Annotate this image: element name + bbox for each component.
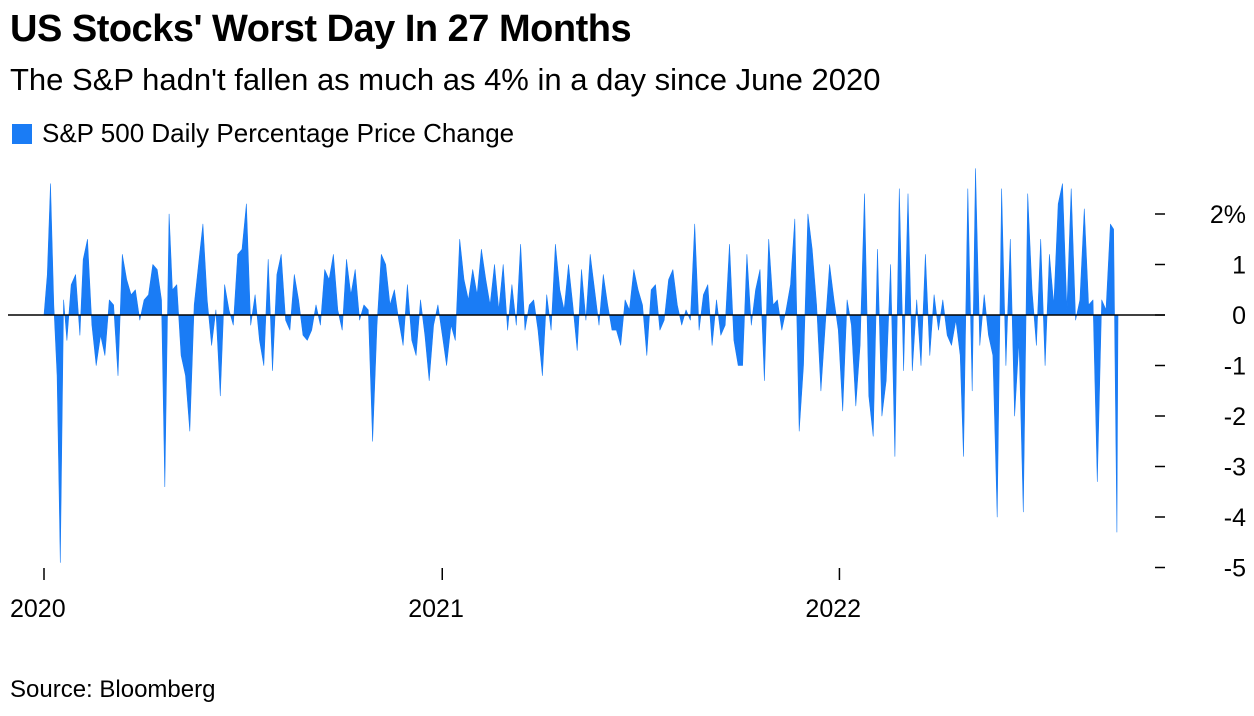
chart-subtitle: The S&P hadn't fallen as much as 4% in a… (10, 62, 881, 97)
y-tick-label-2: 0 (1232, 302, 1246, 330)
x-tick-label-0: 2020 (10, 595, 66, 623)
legend-swatch (12, 123, 32, 144)
source-note: Source: Bloomberg (10, 676, 216, 703)
legend-label: S&P 500 Daily Percentage Price Change (42, 118, 515, 148)
y-tick-label-6: -4 (1224, 504, 1246, 532)
y-tick-label-0: 2% (1210, 201, 1246, 229)
y-tick-label-7: -5 (1224, 555, 1246, 583)
legend: S&P 500 Daily Percentage Price Change (12, 118, 514, 149)
series-area-0 (43, 168, 1119, 563)
y-tick-label-3: -1 (1224, 353, 1246, 381)
x-tick-label-2: 2022 (805, 595, 861, 623)
y-tick-label-5: -3 (1224, 454, 1246, 482)
y-tick-label-1: 1 (1232, 252, 1246, 280)
x-tick-label-1: 2021 (408, 595, 464, 623)
y-tick-label-4: -2 (1224, 403, 1246, 431)
chart-title: US Stocks' Worst Day In 27 Months (10, 8, 632, 50)
